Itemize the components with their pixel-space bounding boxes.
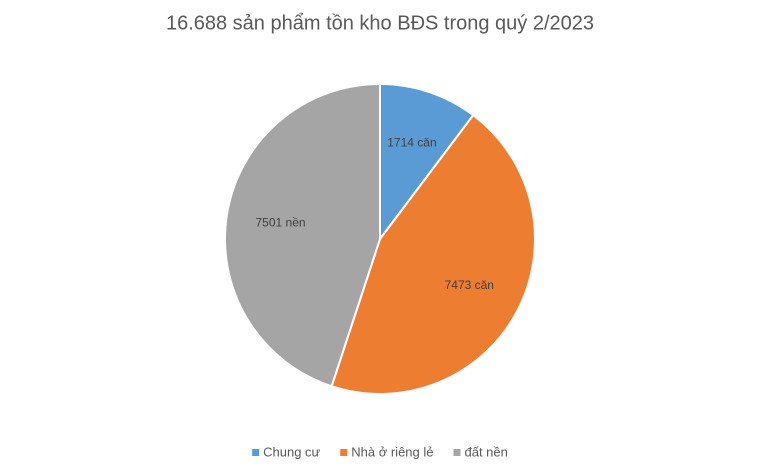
- pie-slice: [330, 113, 536, 395]
- legend-swatch: [453, 449, 461, 456]
- pie-slice: [379, 82, 475, 242]
- legend-label: Nhà ở riêng lẻ: [351, 444, 433, 459]
- value-label: 7473 căn: [445, 278, 494, 292]
- legend-label: Chung cư: [263, 444, 320, 459]
- legend-swatch: [340, 449, 348, 456]
- legend-swatch: [252, 449, 260, 456]
- chart-title: 16.688 sản phẩm tồn kho BĐS trong quý 2/…: [166, 12, 594, 34]
- value-label: 1714 căn: [387, 136, 436, 150]
- legend-label: đất nền: [464, 444, 507, 459]
- pie-slice: [224, 82, 381, 388]
- value-label: 7501 nền: [255, 215, 305, 229]
